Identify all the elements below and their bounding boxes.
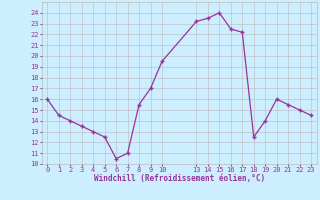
X-axis label: Windchill (Refroidissement éolien,°C): Windchill (Refroidissement éolien,°C) — [94, 174, 265, 183]
